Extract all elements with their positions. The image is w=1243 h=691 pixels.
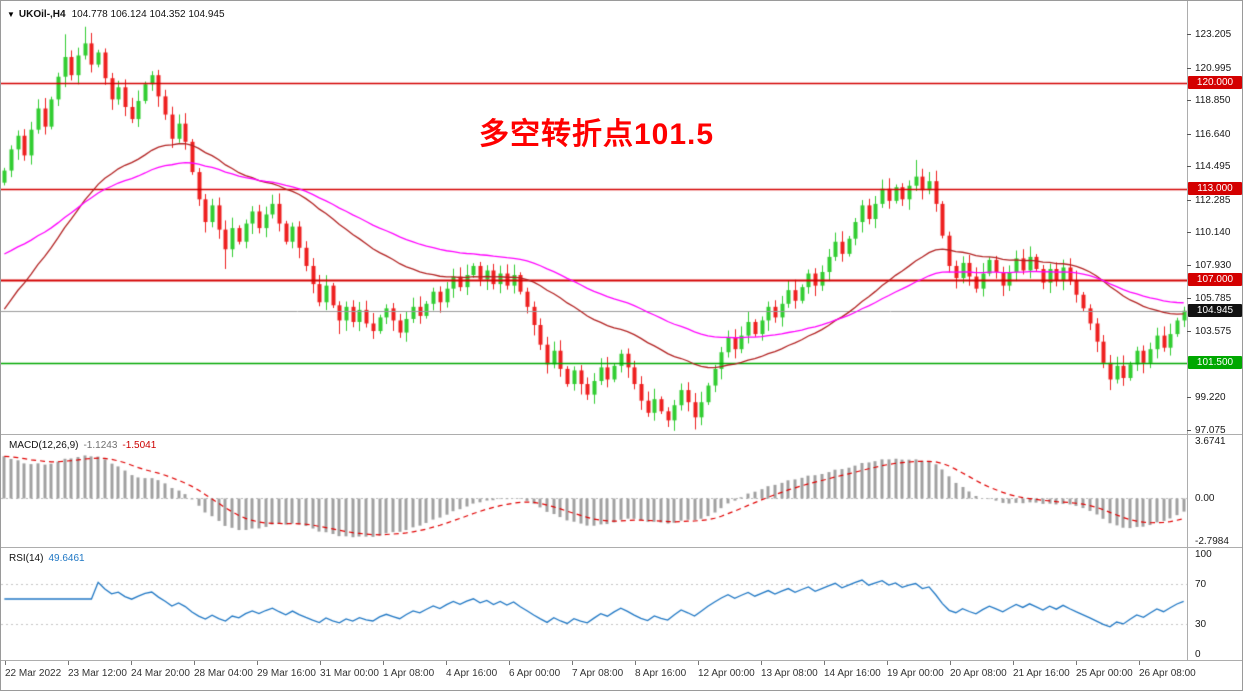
chevron-down-icon[interactable]: ▼: [7, 10, 15, 19]
chart-annotation: 多空转折点101.5: [479, 118, 715, 151]
time-axis-label: 19 Apr 00:00: [887, 668, 944, 679]
panel-separator: [1, 660, 1242, 661]
price-axis-label: 110.140: [1195, 227, 1231, 239]
level-price-badge: 101.500: [1188, 356, 1242, 370]
price-axis-label: 114.495: [1195, 161, 1231, 173]
panel-separator: [1, 434, 1242, 435]
price-axis-tick: [1187, 397, 1191, 398]
time-axis-tick: [257, 661, 258, 665]
level-price-badge: 107.000: [1188, 273, 1242, 287]
rsi-indicator-canvas[interactable]: [1, 548, 1187, 660]
time-axis-tick: [887, 661, 888, 665]
price-axis-tick: [1187, 232, 1191, 233]
price-axis-tick: [1187, 166, 1191, 167]
price-axis-label: 105.785: [1195, 292, 1232, 304]
price-axis-label: 97.075: [1195, 424, 1226, 436]
chart-title: ▼ UKOil-,H4 104.778 106.124 104.352 104.94…: [7, 9, 225, 20]
price-axis-label: 112.285: [1195, 194, 1231, 206]
time-axis[interactable]: 22 Mar 2022 23 Mar 12:00 24 Mar 20:00 28 Ma…: [1, 661, 1242, 690]
time-axis-label: 22 Mar 2022: [5, 668, 62, 679]
rsi-label: RSI(14): [9, 553, 44, 564]
chart-symbol-timeframe: UKOil-,H4: [18, 9, 66, 20]
time-axis-label: 23 Mar 12:00: [68, 668, 127, 679]
macd-signal-value: -1.5041: [122, 440, 157, 451]
time-axis-tick: [1139, 661, 1140, 665]
rsi-axis-label: 100: [1195, 549, 1212, 560]
chart-ohlc-values: 104.778 106.124 104.352 104.945: [71, 9, 225, 20]
time-axis-label: 4 Apr 16:00: [446, 668, 498, 679]
time-axis-label: 21 Apr 16:00: [1013, 668, 1070, 679]
macd-label: MACD(12,26,9): [9, 440, 79, 451]
time-axis-tick: [1076, 661, 1077, 665]
time-axis-label: 29 Mar 16:00: [257, 668, 316, 679]
time-axis-tick: [761, 661, 762, 665]
price-axis-tick: [1187, 134, 1191, 135]
time-axis-tick: [572, 661, 573, 665]
price-axis-label: 120.995: [1195, 62, 1232, 74]
macd-label-row: MACD(12,26,9) -1.1243 -1.5041: [9, 440, 156, 451]
time-axis-label: 6 Apr 00:00: [509, 668, 561, 679]
time-axis-tick: [5, 661, 6, 665]
time-axis-label: 7 Apr 08:00: [572, 668, 624, 679]
time-axis-label: 28 Mar 04:00: [194, 668, 253, 679]
rsi-axis-label: 0: [1195, 649, 1201, 660]
rsi-label-row: RSI(14) 49.6461: [9, 553, 85, 564]
price-axis-label: 107.930: [1195, 260, 1232, 272]
time-axis-label: 1 Apr 08:00: [383, 668, 435, 679]
macd-main-value: -1.1243: [83, 440, 118, 451]
level-price-badge: 113.000: [1188, 182, 1242, 196]
time-axis-label: 14 Apr 16:00: [824, 668, 881, 679]
time-axis-tick: [1013, 661, 1014, 665]
time-axis-label: 31 Mar 00:00: [320, 668, 379, 679]
time-axis-tick: [383, 661, 384, 665]
price-axis-tick: [1187, 430, 1191, 431]
time-axis-label: 24 Mar 20:00: [131, 668, 190, 679]
macd-axis-label: -2.7984: [1195, 536, 1229, 547]
price-axis-tick: [1187, 34, 1191, 35]
price-axis-label: 103.575: [1195, 326, 1232, 338]
rsi-value: 49.6461: [48, 553, 85, 564]
price-axis-label: 116.640: [1195, 128, 1231, 140]
price-axis-tick: [1187, 331, 1191, 332]
macd-axis-label: 3.6741: [1195, 436, 1226, 447]
price-axis-tick: [1187, 68, 1191, 69]
level-price-badge: 120.000: [1188, 76, 1242, 90]
rsi-axis-label: 30: [1195, 619, 1207, 630]
time-axis-tick: [635, 661, 636, 665]
time-axis-label: 20 Apr 08:00: [950, 668, 1007, 679]
time-axis-tick: [509, 661, 510, 665]
time-axis-tick: [824, 661, 825, 665]
time-axis-tick: [131, 661, 132, 665]
price-axis-label: 118.850: [1195, 95, 1231, 107]
price-axis-tick: [1187, 265, 1191, 266]
time-axis-tick: [194, 661, 195, 665]
time-axis-label: 26 Apr 08:00: [1139, 668, 1196, 679]
time-axis-label: 12 Apr 00:00: [698, 668, 755, 679]
time-axis-tick: [446, 661, 447, 665]
time-axis-tick: [698, 661, 699, 665]
price-axis[interactable]: 123.205 120.995 118.850 116.640 114.495 112.2…: [1187, 1, 1242, 661]
price-axis-tick: [1187, 100, 1191, 101]
time-axis-tick: [320, 661, 321, 665]
price-axis-tick: [1187, 200, 1191, 201]
macd-indicator-canvas[interactable]: [1, 435, 1187, 547]
panel-separator: [1, 547, 1242, 548]
price-chart-canvas[interactable]: [1, 1, 1187, 434]
time-axis-tick: [68, 661, 69, 665]
time-axis-label: 25 Apr 00:00: [1076, 668, 1133, 679]
time-axis-label: 8 Apr 16:00: [635, 668, 687, 679]
price-axis-label: 123.205: [1195, 29, 1232, 41]
current-price-badge: 104.945: [1188, 304, 1242, 318]
time-axis-tick: [950, 661, 951, 665]
macd-axis-label: 0.00: [1195, 492, 1215, 504]
rsi-axis-label: 70: [1195, 579, 1207, 590]
price-axis-label: 99.220: [1195, 392, 1226, 404]
time-axis-label: 13 Apr 08:00: [761, 668, 818, 679]
price-axis-tick: [1187, 298, 1191, 299]
